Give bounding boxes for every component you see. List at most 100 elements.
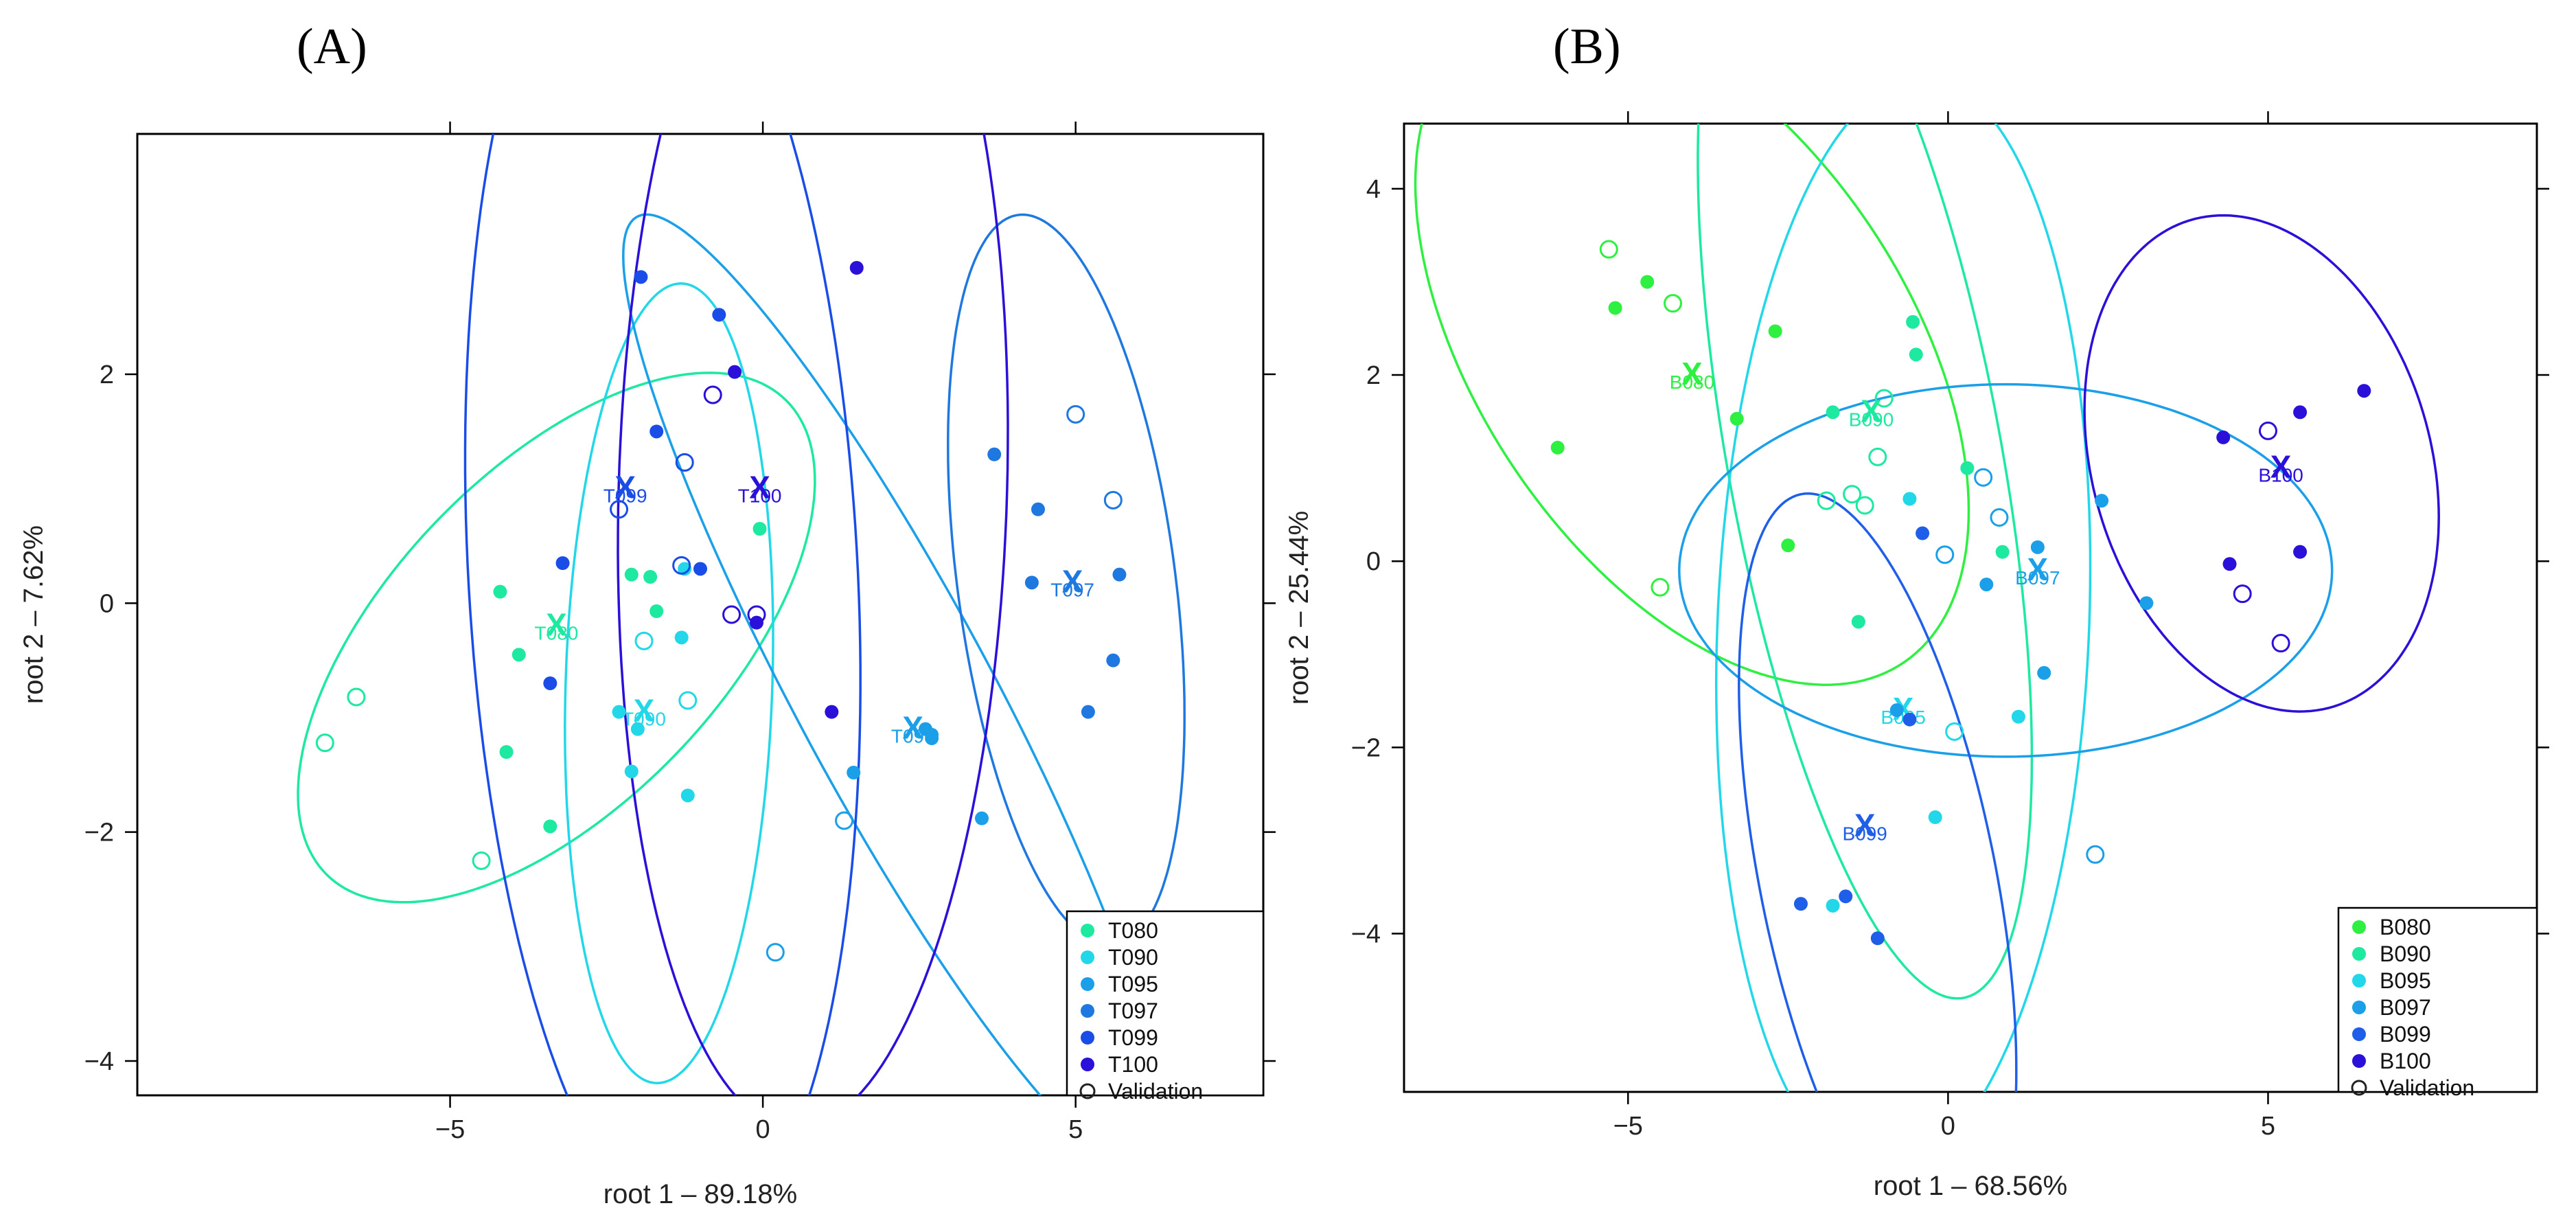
axes-a: −5 0 5 −4 −2 0 2 xyxy=(84,122,1276,1144)
panel-b-label: (B) xyxy=(1553,19,1621,75)
point-t099 xyxy=(634,270,648,284)
centroid-marker-t099: X xyxy=(614,470,636,505)
ellipse-b095 xyxy=(1714,124,2092,1092)
y-axis-title-a: root 2 – 7.62% xyxy=(19,525,49,704)
point-validation xyxy=(1664,294,1683,313)
point-t080 xyxy=(511,648,526,662)
plot-frame-a xyxy=(136,133,1265,1097)
ellipses-b xyxy=(1414,124,2440,1092)
y-tick-label: −4 xyxy=(84,1047,114,1076)
axes-b: −5 0 5 −4 −2 0 2 4 xyxy=(1351,111,2549,1141)
legend-label-b080: B080 xyxy=(2380,915,2431,939)
legend-marker-b090 xyxy=(2352,947,2366,961)
centroid-label-b090: B090 xyxy=(1849,409,1894,430)
ellipse-b080 xyxy=(1414,124,1970,686)
legend-marker-b099 xyxy=(2352,1027,2366,1041)
point-t097 xyxy=(1112,567,1127,582)
point-b097 xyxy=(2037,665,2051,680)
point-validation xyxy=(1843,485,1862,504)
x-axis-title-a: root 1 – 89.18% xyxy=(603,1179,797,1209)
ellipse-t097 xyxy=(947,213,1186,948)
point-b095 xyxy=(1902,492,1917,506)
point-b100 xyxy=(2293,545,2308,559)
point-validation xyxy=(634,631,654,650)
points-b xyxy=(1550,240,2371,946)
point-t090 xyxy=(624,764,639,779)
panel-b: (B) XB080XB090XB095XB097XB099XB100 −505−… xyxy=(1284,19,2549,1201)
point-t080 xyxy=(649,604,664,618)
y-tick-label: −2 xyxy=(1351,733,1381,762)
points-a xyxy=(315,261,1127,962)
centroid-label-b097: B097 xyxy=(2015,567,2060,589)
point-t095 xyxy=(925,731,939,745)
centroid-label-b099: B099 xyxy=(1842,823,1887,845)
centroid-marker-t080: X xyxy=(546,607,567,643)
point-b080 xyxy=(1729,411,1744,426)
x-tick-label: 0 xyxy=(756,1115,770,1144)
point-t080 xyxy=(499,745,514,759)
y-tick-label: 0 xyxy=(100,589,114,618)
legend-label-t090: T090 xyxy=(1108,945,1158,970)
panel-a-label: (A) xyxy=(297,19,367,75)
point-validation xyxy=(1868,447,1887,466)
legend-marker-t080 xyxy=(1081,924,1094,937)
point-t100 xyxy=(728,365,742,379)
point-t099 xyxy=(712,308,726,322)
point-validation xyxy=(1935,545,1955,564)
legend-marker-b095 xyxy=(2352,974,2366,988)
point-b080 xyxy=(1781,538,1795,553)
point-b097 xyxy=(1889,703,1904,718)
point-b080 xyxy=(1550,440,1565,455)
centroid-label-t080: T080 xyxy=(535,623,579,644)
point-t099 xyxy=(649,424,664,439)
point-b090 xyxy=(1851,615,1865,629)
y-axis-title-b: root 2 – 25.44% xyxy=(1284,511,1314,705)
centroid-marker-b090: X xyxy=(1861,393,1882,429)
point-validation xyxy=(722,605,741,624)
legend-label-t099: T099 xyxy=(1108,1025,1158,1050)
point-t090 xyxy=(674,630,689,645)
x-tick-label: 5 xyxy=(1068,1115,1083,1144)
legend-marker-validation xyxy=(2351,1080,2367,1096)
point-t090 xyxy=(678,562,692,576)
centroid-marker-t097: X xyxy=(1062,563,1083,599)
centroid-marker-t100: X xyxy=(749,470,770,505)
x-axis-title-b: root 1 – 68.56% xyxy=(1874,1171,2067,1201)
ellipse-b099 xyxy=(1738,492,2018,1092)
point-validation xyxy=(472,851,491,870)
legend-marker-t097 xyxy=(1081,1004,1094,1018)
legend-box-a xyxy=(1066,910,1265,1097)
centroid-label-b100: B100 xyxy=(2258,465,2303,486)
point-validation xyxy=(703,385,722,404)
point-t080 xyxy=(752,522,767,536)
point-validation xyxy=(1990,507,2009,527)
point-b097 xyxy=(2139,596,2154,610)
point-b080 xyxy=(1768,324,1782,339)
point-b080 xyxy=(1640,275,1655,289)
point-validation xyxy=(675,453,694,472)
point-validation xyxy=(678,691,698,710)
point-validation xyxy=(1874,389,1894,408)
y-tick-label: 2 xyxy=(100,361,114,389)
y-tick-label: 2 xyxy=(1366,361,1381,390)
point-t097 xyxy=(1081,705,1095,719)
legend-marker-validation xyxy=(1079,1083,1096,1099)
legend-marker-t099 xyxy=(1081,1031,1094,1045)
point-validation xyxy=(835,811,854,830)
point-b097 xyxy=(1979,578,1994,592)
legend-label-b090: B090 xyxy=(2380,942,2431,966)
point-t090 xyxy=(680,788,695,803)
legend-label-b097: B097 xyxy=(2380,995,2431,1020)
point-b100 xyxy=(2357,384,2371,398)
point-b100 xyxy=(2293,405,2308,420)
legend-marker-t100 xyxy=(1081,1058,1094,1071)
x-tick-label: −5 xyxy=(1613,1112,1643,1141)
centroid-marker-b099: X xyxy=(1854,808,1876,843)
legend-marker-b100 xyxy=(2352,1054,2366,1068)
point-validation xyxy=(2271,634,2290,653)
centroid-label-t100: T100 xyxy=(738,486,782,507)
ellipse-b097 xyxy=(1678,383,2334,758)
centroid-label-b080: B080 xyxy=(1670,372,1714,393)
